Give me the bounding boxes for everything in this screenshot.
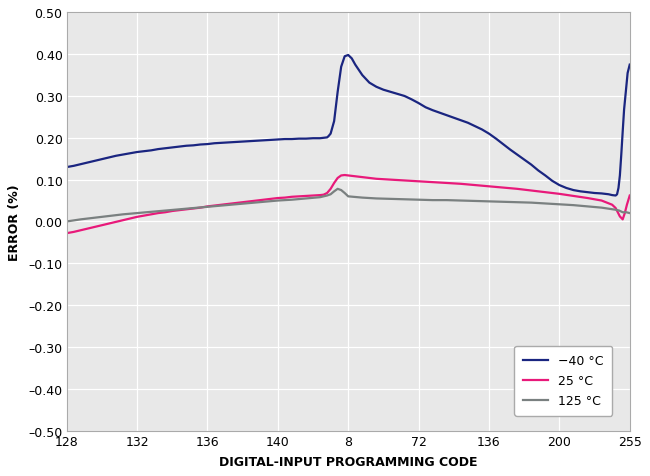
125 °C — [626, 211, 634, 217]
25 °C — [112, 219, 120, 225]
125 °C — [218, 203, 226, 209]
25 °C — [341, 173, 348, 178]
125 °C — [415, 198, 422, 203]
125 °C — [77, 217, 85, 223]
−40 °C — [520, 158, 528, 163]
125 °C — [161, 208, 169, 214]
125 °C — [320, 194, 328, 200]
−40 °C — [344, 53, 352, 59]
125 °C — [616, 208, 623, 214]
125 °C — [429, 198, 437, 204]
125 °C — [337, 188, 345, 194]
125 °C — [260, 199, 268, 205]
125 °C — [358, 195, 366, 201]
125 °C — [457, 198, 465, 204]
125 °C — [584, 204, 592, 210]
−40 °C — [91, 159, 99, 164]
125 °C — [148, 209, 155, 215]
125 °C — [105, 214, 113, 219]
25 °C — [626, 193, 634, 199]
125 °C — [203, 205, 211, 210]
−40 °C — [612, 193, 619, 199]
125 °C — [612, 208, 619, 213]
125 °C — [541, 201, 549, 207]
125 °C — [323, 193, 331, 199]
125 °C — [400, 197, 408, 203]
125 °C — [133, 211, 141, 217]
125 °C — [527, 200, 535, 206]
125 °C — [63, 219, 71, 225]
125 °C — [330, 189, 338, 195]
125 °C — [341, 191, 348, 197]
25 °C — [514, 187, 521, 192]
125 °C — [471, 198, 479, 204]
125 °C — [333, 187, 341, 192]
X-axis label: DIGITAL-INPUT PROGRAMMING CODE: DIGITAL-INPUT PROGRAMMING CODE — [219, 455, 478, 468]
Line: 25 °C: 25 °C — [67, 176, 630, 234]
125 °C — [176, 207, 183, 213]
Line: −40 °C: −40 °C — [67, 56, 630, 196]
25 °C — [246, 199, 254, 205]
Legend: −40 °C, 25 °C, 125 °C: −40 °C, 25 °C, 125 °C — [514, 346, 612, 416]
125 °C — [190, 206, 198, 211]
−40 °C — [514, 152, 521, 158]
25 °C — [327, 187, 335, 192]
Line: 125 °C: 125 °C — [67, 189, 630, 222]
125 °C — [372, 196, 380, 202]
125 °C — [231, 202, 239, 208]
125 °C — [316, 195, 324, 200]
125 °C — [443, 198, 450, 204]
125 °C — [485, 199, 493, 205]
125 °C — [288, 198, 296, 203]
−40 °C — [63, 165, 71, 170]
125 °C — [91, 215, 99, 221]
125 °C — [302, 196, 310, 202]
25 °C — [380, 177, 387, 183]
125 °C — [499, 199, 507, 205]
25 °C — [394, 178, 402, 184]
125 °C — [622, 210, 630, 216]
125 °C — [598, 205, 606, 211]
−40 °C — [626, 63, 634, 69]
125 °C — [246, 201, 254, 207]
125 °C — [327, 192, 335, 198]
125 °C — [514, 200, 521, 206]
25 °C — [63, 231, 71, 237]
−40 °C — [492, 137, 500, 142]
125 °C — [569, 203, 577, 208]
125 °C — [387, 197, 395, 202]
125 °C — [344, 194, 352, 200]
Y-axis label: ERROR (%): ERROR (%) — [8, 184, 21, 260]
125 °C — [619, 210, 627, 216]
125 °C — [556, 202, 564, 208]
125 °C — [119, 212, 127, 218]
−40 °C — [478, 127, 486, 133]
−40 °C — [183, 144, 190, 149]
125 °C — [274, 198, 281, 204]
